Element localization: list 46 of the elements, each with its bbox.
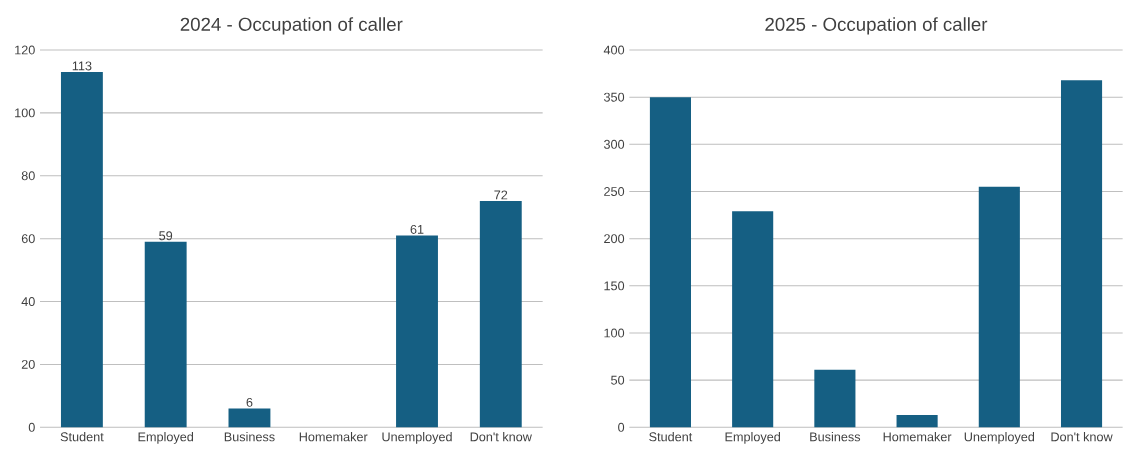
data-label: 6 <box>246 397 253 407</box>
chart-title: 2025 - Occupation of caller <box>765 17 988 35</box>
x-tick-label: Unemployed <box>964 432 1035 444</box>
data-label: 113 <box>72 61 92 71</box>
bar <box>814 369 856 428</box>
bar <box>228 408 271 428</box>
y-tick-label: 100 <box>15 108 35 118</box>
x-tick-label: Business <box>224 432 275 442</box>
y-tick-label: 150 <box>604 281 625 291</box>
x-tick-label: Don't know <box>470 432 532 442</box>
data-label: 61 <box>410 224 424 234</box>
y-tick-label: 50 <box>611 375 625 385</box>
x-tick-label: Employed <box>138 432 194 444</box>
y-tick-label: 350 <box>603 92 625 102</box>
bar <box>396 235 438 428</box>
y-tick-label: 0 <box>28 422 35 432</box>
data-label: 72 <box>494 190 508 200</box>
x-tick-label: Homemaker <box>299 432 368 442</box>
bar <box>1060 80 1103 428</box>
bar <box>896 415 938 428</box>
bar <box>649 97 691 428</box>
y-tick-label: 200 <box>604 234 625 244</box>
x-tick-label: Don't know <box>1051 432 1113 442</box>
x-tick-label: Student <box>60 432 104 442</box>
bar <box>479 200 522 428</box>
data-label: 59 <box>159 231 173 241</box>
y-tick-label: 20 <box>21 359 35 369</box>
y-tick-label: 120 <box>15 45 35 55</box>
bar <box>732 211 774 428</box>
bar <box>144 241 187 428</box>
y-tick-label: 80 <box>21 171 35 181</box>
chart-title: 2024 - Occupation of caller <box>180 17 403 35</box>
y-tick-label: 100 <box>604 328 625 338</box>
x-tick-label: Employed <box>725 432 780 444</box>
bar <box>978 186 1020 428</box>
x-tick-label: Homemaker <box>883 432 952 442</box>
y-tick-label: 40 <box>21 297 35 307</box>
x-tick-label: Unemployed <box>382 432 452 444</box>
y-tick-label: 300 <box>603 139 625 149</box>
y-tick-label: 60 <box>21 234 35 244</box>
y-tick-label: 250 <box>604 187 625 196</box>
bar <box>60 72 103 428</box>
y-tick-label: 0 <box>618 422 625 432</box>
x-tick-label: Business <box>810 432 861 442</box>
y-tick-label: 400 <box>603 45 625 55</box>
x-tick-label: Student <box>649 432 693 442</box>
